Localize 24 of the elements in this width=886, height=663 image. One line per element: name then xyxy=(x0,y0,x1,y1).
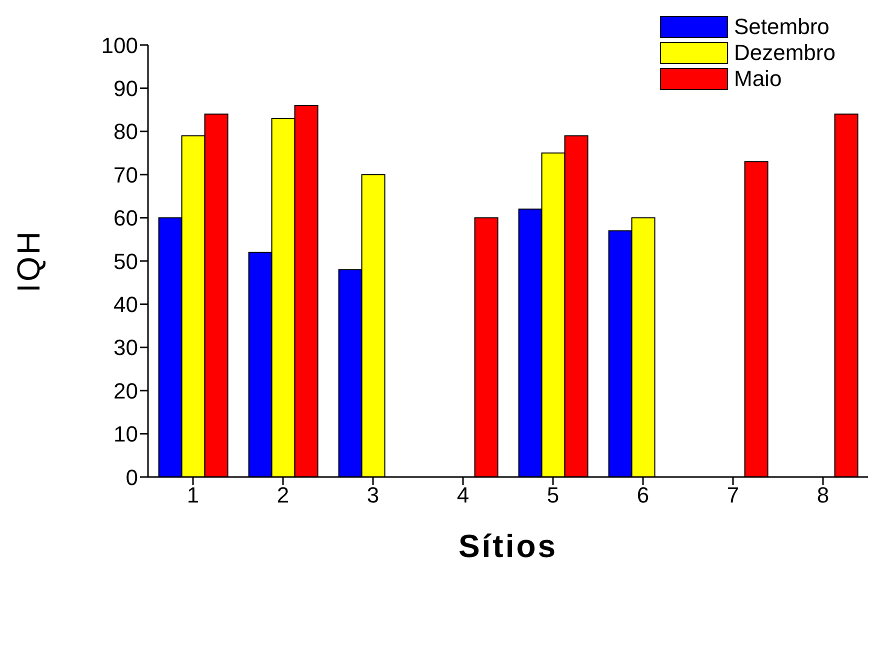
y-tick-label: 20 xyxy=(114,378,138,404)
y-tick-label: 70 xyxy=(114,162,138,188)
legend-label: Maio xyxy=(734,66,782,92)
y-axis-title: IQH xyxy=(10,230,46,292)
y-tick-label: 30 xyxy=(114,335,138,360)
x-tick-label: 7 xyxy=(726,482,740,508)
y-tick-label: 80 xyxy=(114,119,138,144)
x-tick-label: 6 xyxy=(636,482,650,508)
x-axis-title: Sítios xyxy=(458,528,558,564)
x-tick-label: 3 xyxy=(366,482,380,508)
y-tick-label: 0 xyxy=(126,464,138,490)
x-tick-label: 1 xyxy=(186,482,200,508)
x-tick-label: 8 xyxy=(816,482,830,508)
x-tick-label: 5 xyxy=(546,482,560,508)
legend-label: Dezembro xyxy=(734,40,836,66)
legend-label: Setembro xyxy=(734,14,830,40)
y-tick-label: 50 xyxy=(114,248,138,274)
y-tick-label: 90 xyxy=(114,76,138,102)
y-tick-label: 100 xyxy=(101,32,138,58)
y-tick-label: 60 xyxy=(114,206,138,231)
y-tick-label: 40 xyxy=(114,292,138,318)
x-tick-label: 2 xyxy=(276,482,290,508)
y-tick-label: 10 xyxy=(114,422,138,447)
x-tick-label: 4 xyxy=(456,482,470,508)
